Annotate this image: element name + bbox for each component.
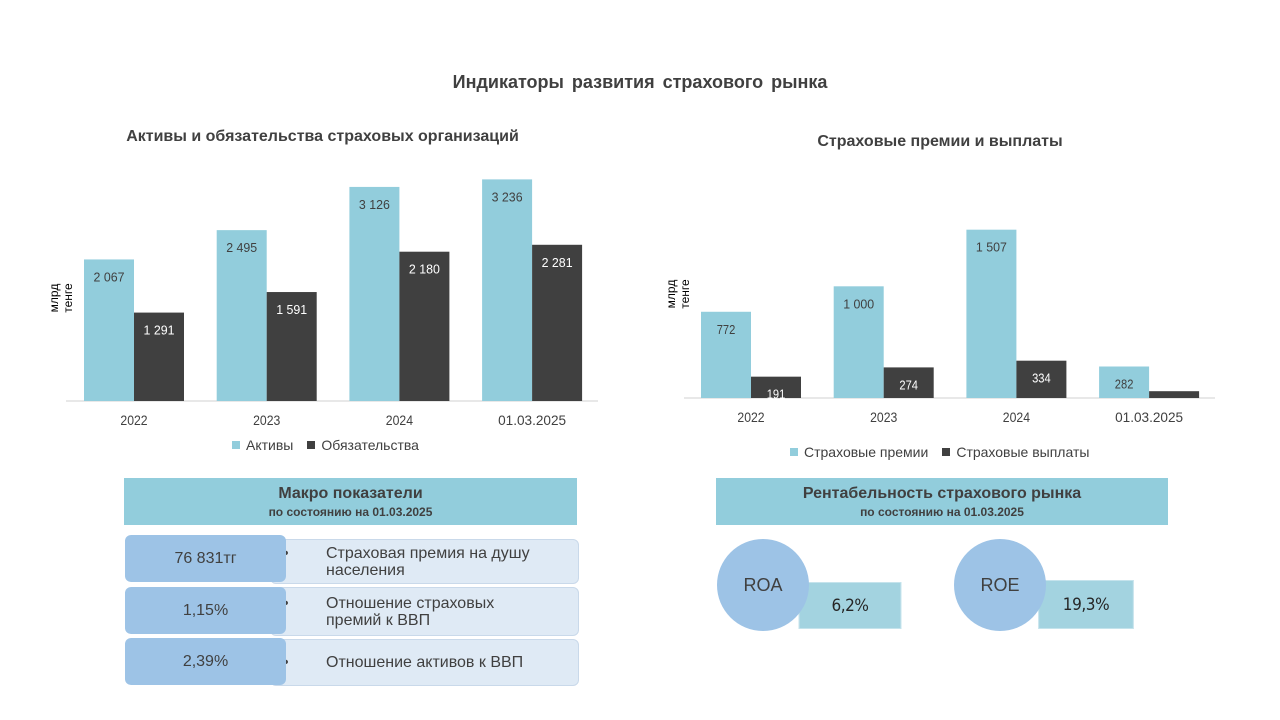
- legend-swatch-assets: [232, 441, 240, 449]
- roe-circle: ROE: [954, 539, 1046, 631]
- chart1-legend: Активы Обязательства: [232, 437, 419, 453]
- data-label: 61: [1168, 401, 1180, 416]
- data-label: 2 495: [226, 240, 257, 255]
- x-tick-label: 2022: [737, 409, 764, 425]
- bar-series1: [482, 179, 533, 401]
- bar-series2: [134, 312, 184, 401]
- profitability-title: Рентабельность страхового рынка: [802, 485, 1082, 502]
- bar-series2: [1149, 391, 1200, 398]
- roa-value: 6,2%: [798, 582, 902, 629]
- data-label: 1 000: [843, 296, 874, 311]
- bar-series2: [1016, 360, 1067, 398]
- page-title: Индикаторы развития страхового рынка: [452, 72, 828, 92]
- chart2-title: Страховые премии и выплаты: [817, 133, 1063, 150]
- macro-row-label-box: Страховая премия на душу населения: [270, 539, 579, 584]
- macro-header: Макро показатели по состоянию на 01.03.2…: [124, 478, 577, 525]
- bar-series1: [701, 311, 751, 398]
- bar-series1: [966, 229, 1017, 398]
- data-label: 191: [767, 387, 786, 402]
- macro-row-label-line1: Отношение страховых: [326, 594, 495, 612]
- macro-row-label: Отношение страховых премий к ВВП: [271, 595, 494, 629]
- data-label: 2 067: [94, 269, 125, 284]
- legend-label-assets: Активы: [246, 437, 294, 453]
- bar-series2: [883, 367, 934, 398]
- macro-row-label-line1: Отношение активов к ВВП: [326, 654, 524, 671]
- data-label: 1 291: [144, 323, 175, 338]
- profitability-subtitle: по состоянию на 01.03.2025: [860, 505, 1024, 519]
- data-label: 772: [717, 322, 736, 337]
- x-tick-label: 01.03.2025: [498, 412, 566, 428]
- bar-series1: [833, 286, 884, 398]
- data-label: 282: [1115, 377, 1134, 392]
- macro-subtitle: по состоянию на 01.03.2025: [268, 505, 433, 519]
- bar-series1: [84, 259, 134, 401]
- data-label: 3 126: [359, 197, 390, 212]
- data-label: 274: [899, 377, 918, 392]
- macro-row-label-box: Отношение страховых премий к ВВП: [270, 587, 579, 636]
- bar-series1: [1099, 366, 1150, 398]
- legend-swatch-payouts: [942, 448, 951, 456]
- x-tick-label: 2024: [386, 412, 413, 428]
- bar-series2: [751, 376, 801, 398]
- legend-swatch-liabilities: [307, 441, 316, 449]
- macro-row-label: Страховая премия на душу населения: [271, 545, 530, 579]
- roe-value: 19,3%: [1038, 580, 1134, 629]
- data-label: 2 281: [542, 255, 573, 270]
- data-label: 1 591: [276, 302, 307, 317]
- macro-row-label-line1: Страховая премия на душу: [326, 544, 530, 562]
- bar-series2: [399, 251, 450, 401]
- macro-title: Макро показатели: [278, 485, 423, 502]
- data-label: 1 507: [976, 240, 1007, 255]
- data-label: 3 236: [492, 189, 523, 204]
- legend-label-payouts: Страховые выплаты: [956, 444, 1090, 460]
- macro-row-label: Отношение активов к ВВП: [271, 654, 523, 671]
- x-tick-label: 01.03.2025: [1115, 409, 1183, 425]
- legend-swatch-premiums: [790, 448, 798, 456]
- profitability-header: Рентабельность страхового рынка по состо…: [716, 478, 1168, 525]
- macro-row-value: 2,39%: [125, 638, 286, 685]
- x-tick-label: 2024: [1003, 409, 1030, 425]
- data-label: 334: [1032, 371, 1051, 386]
- legend-label-premiums: Страховые премии: [804, 444, 929, 460]
- macro-row-label-line2: премий к ВВП: [326, 611, 431, 629]
- data-label: 2 180: [409, 262, 440, 277]
- x-tick-label: 2023: [253, 412, 280, 428]
- bar-series2: [532, 244, 583, 401]
- legend-label-liabilities: Обязательства: [321, 437, 419, 453]
- x-tick-label: 2023: [870, 409, 897, 425]
- macro-row-value: 1,15%: [125, 587, 286, 634]
- chart1-title: Активы и обязательства страховых организ…: [126, 128, 519, 145]
- bar-series1: [349, 186, 400, 401]
- bar-series2: [266, 292, 317, 401]
- x-tick-label: 2022: [120, 412, 147, 428]
- macro-row-value: 76 831тг: [125, 535, 286, 582]
- macro-row-label-line2: населения: [326, 561, 405, 579]
- chart1-plot: 2 067 1 291 2022 2 495 1 591 2023 3 126 2 180 20…: [66, 179, 598, 428]
- bar-series1: [216, 230, 267, 401]
- macro-row-label-box: Отношение активов к ВВП: [270, 639, 579, 686]
- chart2-legend: Страховые премии Страховые выплаты: [790, 444, 1089, 460]
- roa-circle: ROA: [717, 539, 809, 631]
